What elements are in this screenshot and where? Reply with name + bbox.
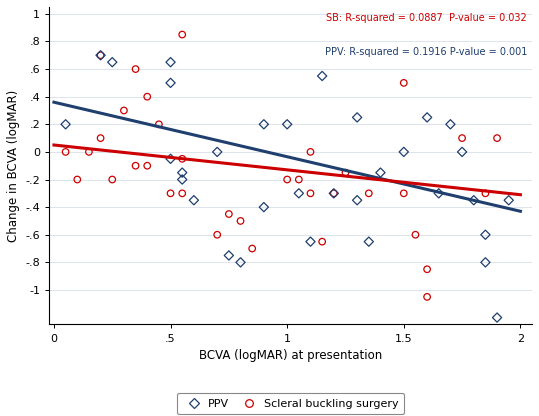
Point <box>364 238 373 245</box>
Point <box>132 162 140 169</box>
Point <box>411 231 420 238</box>
Point <box>143 162 151 169</box>
Point <box>469 197 478 203</box>
Point <box>178 31 186 38</box>
Point <box>505 197 513 203</box>
Point <box>73 176 81 183</box>
Point <box>120 107 128 114</box>
Point <box>213 149 222 155</box>
Point <box>143 93 151 100</box>
Point <box>225 211 233 218</box>
X-axis label: BCVA (logMAR) at presentation: BCVA (logMAR) at presentation <box>199 349 382 362</box>
Point <box>108 176 116 183</box>
Point <box>434 190 443 197</box>
Point <box>458 149 466 155</box>
Point <box>178 156 186 162</box>
Point <box>329 190 338 197</box>
Point <box>225 252 233 259</box>
Point <box>306 149 315 155</box>
Point <box>178 190 186 197</box>
Point <box>481 259 490 266</box>
Point <box>423 266 431 272</box>
Point <box>493 135 501 141</box>
Point <box>283 176 292 183</box>
Point <box>61 149 70 155</box>
Text: SB: R-squared = 0.0887  P-value = 0.032: SB: R-squared = 0.0887 P-value = 0.032 <box>327 13 527 23</box>
Point <box>329 190 338 197</box>
Point <box>341 169 350 176</box>
Point <box>318 238 327 245</box>
Point <box>306 190 315 197</box>
Point <box>446 121 455 128</box>
Point <box>178 176 186 183</box>
Point <box>166 79 175 86</box>
Point <box>283 121 292 128</box>
Point <box>155 121 163 128</box>
Point <box>178 169 186 176</box>
Point <box>236 218 245 224</box>
Point <box>132 66 140 72</box>
Point <box>236 259 245 266</box>
Point <box>248 245 257 252</box>
Point <box>260 121 268 128</box>
Point <box>364 190 373 197</box>
Legend: PPV, Scleral buckling surgery: PPV, Scleral buckling surgery <box>177 393 404 414</box>
Point <box>493 314 501 321</box>
Point <box>294 176 303 183</box>
Text: PPV: R-squared = 0.1916 P-value = 0.001: PPV: R-squared = 0.1916 P-value = 0.001 <box>325 47 527 57</box>
Point <box>260 204 268 210</box>
Point <box>166 156 175 162</box>
Point <box>423 114 431 121</box>
Point <box>353 197 362 203</box>
Point <box>85 149 93 155</box>
Point <box>61 121 70 128</box>
Point <box>166 190 175 197</box>
Point <box>166 59 175 65</box>
Point <box>458 135 466 141</box>
Point <box>399 149 408 155</box>
Y-axis label: Change in BCVA (logMAR): Change in BCVA (logMAR) <box>7 89 20 242</box>
Point <box>481 231 490 238</box>
Point <box>423 294 431 300</box>
Point <box>318 73 327 79</box>
Point <box>96 135 105 141</box>
Point <box>376 169 385 176</box>
Point <box>108 59 116 65</box>
Point <box>96 52 105 59</box>
Point <box>190 197 198 203</box>
Point <box>399 190 408 197</box>
Point <box>353 114 362 121</box>
Point <box>399 79 408 86</box>
Point <box>96 52 105 59</box>
Point <box>481 190 490 197</box>
Point <box>306 238 315 245</box>
Point <box>294 190 303 197</box>
Point <box>213 231 222 238</box>
